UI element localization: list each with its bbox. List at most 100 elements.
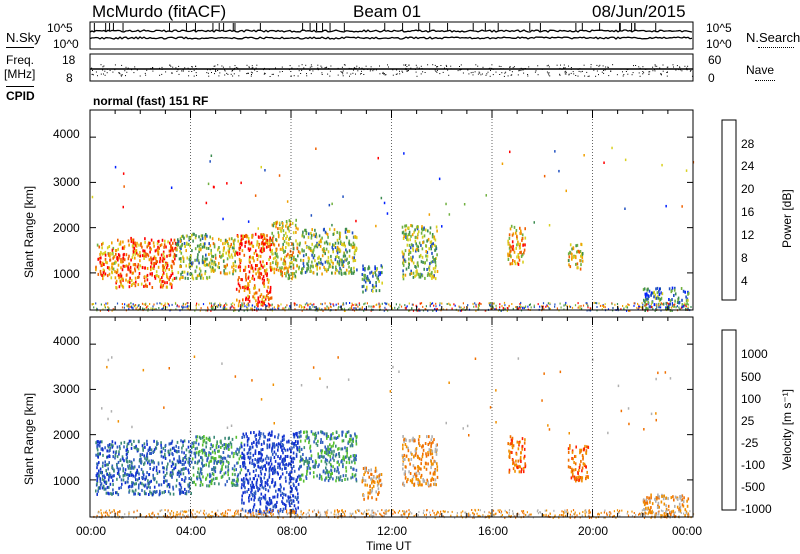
heat-cell	[244, 268, 246, 272]
heat-cell	[100, 482, 103, 486]
heat-cell	[657, 302, 660, 306]
nave-dot	[363, 74, 365, 75]
nave-dot	[290, 75, 292, 77]
heat-cell	[264, 457, 267, 461]
heat-cell	[434, 277, 437, 281]
heat-cell	[365, 469, 368, 473]
heat-cell	[436, 253, 438, 257]
heat-cell	[348, 239, 351, 243]
heat-cell	[424, 261, 426, 265]
heat-cell	[170, 264, 173, 268]
heat-cell	[224, 456, 227, 460]
heat-cell-near	[474, 302, 476, 305]
heat-cell	[272, 257, 275, 261]
nave-dot	[152, 67, 154, 68]
heat-cell	[121, 246, 124, 250]
heat-cell	[230, 242, 233, 246]
heat-cell	[317, 256, 319, 260]
heat-cell	[276, 500, 278, 504]
heat-cell	[190, 450, 193, 454]
heat-cell	[131, 278, 133, 282]
heat-cell	[427, 453, 430, 457]
heat-cell	[686, 302, 688, 306]
heat-cell-near	[435, 305, 437, 308]
heat-cell	[244, 285, 247, 289]
heat-cell-near	[442, 308, 445, 311]
heat-cell	[197, 259, 200, 263]
heat-cell	[146, 442, 148, 446]
nave-dot	[660, 73, 662, 75]
heat-cell	[253, 465, 255, 469]
heat-cell-near	[281, 308, 283, 311]
heat-cell	[329, 242, 331, 246]
heat-cell	[352, 467, 354, 471]
heat-cell	[342, 439, 345, 443]
heat-cell	[152, 473, 154, 477]
heat-cell-near	[131, 306, 133, 309]
heat-cell	[381, 271, 383, 275]
heat-cell	[209, 265, 212, 269]
heat-cell	[219, 250, 221, 254]
heat-cell	[509, 254, 512, 258]
heat-cell-near	[320, 302, 322, 305]
heat-cell	[279, 476, 281, 480]
heat-cell	[238, 257, 241, 261]
nave-dot	[227, 73, 229, 75]
heat-cell	[377, 482, 380, 486]
nave-dot	[395, 73, 397, 75]
cpid-mode: normal (fast) 151 RF	[93, 94, 209, 108]
heat-cell	[135, 473, 137, 477]
nave-dot	[679, 66, 681, 68]
heat-cell	[101, 486, 104, 490]
heat-cell	[175, 276, 178, 280]
heat-cell	[277, 462, 279, 466]
heat-cell	[192, 443, 195, 446]
heat-cell	[242, 298, 244, 302]
heat-cell	[266, 443, 268, 447]
heat-cell-near	[226, 303, 228, 306]
heat-cell-near	[230, 306, 232, 309]
heat-cell	[261, 298, 264, 302]
heat-cell	[658, 293, 661, 296]
heat-cell	[182, 444, 184, 448]
nave-dot	[652, 70, 654, 72]
heat-cell	[189, 260, 191, 264]
heat-cell	[255, 468, 257, 472]
heat-cell	[284, 455, 287, 458]
heat-cell	[435, 257, 437, 261]
heat-cell-near	[356, 303, 358, 306]
heat-cell-near	[636, 306, 638, 309]
heat-cell	[153, 264, 155, 268]
heat-cell	[190, 460, 193, 464]
nave-dot	[489, 75, 491, 77]
heat-cell	[154, 490, 156, 494]
heat-cell	[152, 266, 154, 270]
heat-cell	[236, 453, 239, 457]
nave-dot	[306, 73, 307, 75]
heat-cell	[262, 464, 265, 468]
heat-cell	[131, 465, 134, 469]
heat-cell-near	[256, 309, 258, 312]
heat-cell	[182, 472, 185, 476]
nave-dot	[263, 73, 265, 75]
heat-cell	[187, 445, 190, 449]
heat-cell-near	[337, 307, 339, 310]
nave-dot	[271, 73, 273, 75]
heat-cell	[428, 266, 430, 270]
heat-cell	[252, 245, 255, 248]
heat-cell	[205, 441, 208, 445]
heat-cell	[211, 262, 213, 266]
heat-cell	[150, 238, 153, 242]
heat-cell	[302, 230, 304, 234]
heat-cell	[251, 488, 253, 492]
heat-cell	[257, 267, 260, 271]
heat-cell	[192, 445, 195, 448]
heat-cell-near	[678, 306, 680, 309]
heat-cell-far	[226, 182, 228, 185]
heat-cell	[151, 272, 153, 276]
heat-cell	[134, 249, 136, 253]
heat-cell	[223, 447, 226, 451]
nave-dot	[487, 71, 489, 73]
heat-cell	[236, 252, 239, 256]
heat-cell	[364, 466, 366, 470]
